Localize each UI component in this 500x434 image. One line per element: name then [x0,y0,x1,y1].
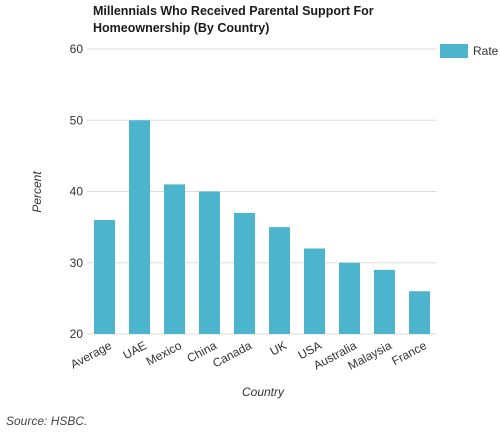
bar-usa [304,248,325,334]
bar-average [94,220,115,334]
x-tick-label: Average [68,338,114,371]
y-tick-labels: 20 30 40 50 60 [70,42,84,341]
legend-label: Rate [473,44,499,58]
x-tick-label: Canada [210,338,254,370]
bar-france [409,291,430,334]
x-tick-label: Mexico [144,338,184,368]
bar-uae [129,120,150,334]
chart-title: Millennials Who Received Parental Suppor… [93,4,374,35]
y-tick-label: 50 [70,113,84,127]
bar-china [199,191,220,334]
bar-uk [269,227,290,334]
bar-malaysia [374,269,395,334]
y-tick-label: 30 [70,256,84,270]
legend: Rate [440,44,498,58]
y-axis-label: Percent [30,171,44,213]
bars [94,120,430,334]
legend-swatch [440,44,468,58]
y-tick-label: 40 [70,185,84,199]
x-tick-label: France [389,338,429,368]
x-tick-label: UK [268,338,289,358]
source-note: Source: HSBC. [6,414,88,428]
bar-australia [339,262,360,334]
bar-mexico [164,184,185,334]
bar-canada [234,212,255,334]
x-axis-label: Country [242,385,285,399]
y-tick-label: 60 [70,42,84,56]
y-tick-label: 20 [70,327,84,341]
